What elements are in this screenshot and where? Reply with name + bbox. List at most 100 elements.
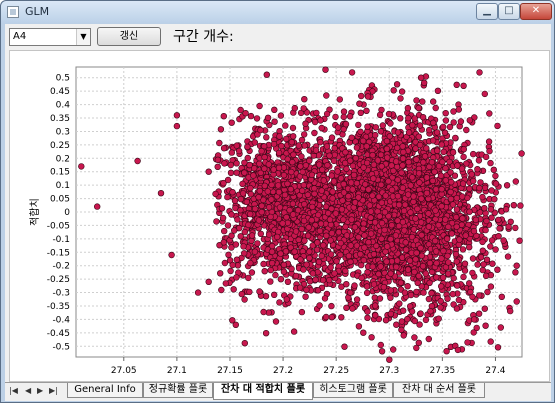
scatter-point bbox=[244, 154, 252, 162]
scatter-point bbox=[279, 220, 286, 227]
scatter-point bbox=[353, 296, 361, 303]
scatter-point bbox=[388, 186, 396, 194]
scatter-point bbox=[422, 270, 429, 277]
first-tab-icon[interactable]: |◀ bbox=[9, 386, 18, 395]
scatter-point bbox=[241, 250, 248, 257]
scatter-point bbox=[386, 356, 393, 363]
scatter-point bbox=[444, 235, 451, 242]
variable-select[interactable]: A4 ▼ bbox=[9, 28, 91, 46]
scatter-point bbox=[361, 244, 368, 251]
refresh-button[interactable]: 갱신 bbox=[97, 27, 161, 46]
scatter-point bbox=[423, 145, 430, 152]
scatter-point bbox=[283, 214, 290, 221]
minimize-button[interactable]: ▁ bbox=[476, 3, 498, 20]
scatter-point bbox=[513, 298, 520, 305]
scatter-point bbox=[237, 233, 244, 240]
scatter-point bbox=[218, 286, 225, 294]
scatter-point bbox=[483, 217, 490, 225]
scatter-point bbox=[216, 139, 223, 147]
scatter-point bbox=[378, 219, 386, 227]
scatter-point bbox=[265, 231, 273, 238]
scatter-point bbox=[218, 205, 226, 212]
scatter-point bbox=[453, 305, 461, 312]
scatter-point bbox=[475, 157, 483, 164]
scatter-point bbox=[323, 143, 331, 150]
last-tab-icon[interactable]: ▶| bbox=[49, 386, 58, 395]
scatter-point bbox=[288, 168, 295, 176]
scatter-point bbox=[303, 261, 310, 268]
scatter-point bbox=[323, 92, 330, 99]
scatter-point bbox=[407, 303, 414, 310]
scatter-point bbox=[429, 137, 437, 144]
scatter-point bbox=[440, 274, 447, 281]
scatter-point bbox=[320, 177, 327, 184]
scatter-point bbox=[359, 137, 367, 145]
scatter-point bbox=[353, 180, 361, 187]
scatter-point bbox=[471, 316, 478, 323]
scatter-point bbox=[349, 305, 356, 312]
scatter-point bbox=[387, 287, 394, 294]
scatter-point bbox=[446, 158, 453, 166]
y-tick-label: -0.35 bbox=[47, 302, 70, 312]
scatter-point bbox=[409, 233, 416, 241]
close-button[interactable]: ✕ bbox=[520, 3, 552, 20]
scatter-point bbox=[364, 314, 371, 321]
scatter-point bbox=[352, 154, 359, 162]
tab-general-info[interactable]: General Info bbox=[67, 383, 143, 398]
scatter-point bbox=[304, 191, 311, 199]
scatter-point bbox=[255, 217, 263, 224]
scatter-point bbox=[277, 276, 285, 283]
scatter-point bbox=[448, 178, 455, 186]
scatter-point bbox=[233, 142, 241, 149]
title-bar[interactable]: GLM ▁ □ ✕ bbox=[1, 1, 554, 23]
scatter-point bbox=[213, 218, 220, 225]
scatter-point bbox=[247, 259, 254, 267]
scatter-point bbox=[417, 310, 424, 317]
scatter-point bbox=[290, 133, 297, 140]
y-tick-label: -0.2 bbox=[52, 262, 70, 272]
scatter-point bbox=[340, 108, 348, 115]
tab-histogram[interactable]: 히스토그램 플롯 bbox=[313, 383, 393, 398]
scatter-point bbox=[220, 144, 228, 152]
scatter-point bbox=[322, 313, 330, 321]
scatter-point bbox=[342, 148, 349, 156]
scatter-point bbox=[291, 104, 298, 112]
scatter-point bbox=[301, 237, 308, 244]
maximize-button[interactable]: □ bbox=[498, 3, 520, 20]
scatter-point bbox=[265, 204, 273, 211]
scatter-point bbox=[494, 122, 501, 130]
scatter-point bbox=[438, 255, 445, 262]
scatter-point bbox=[374, 157, 382, 164]
scatter-point bbox=[233, 274, 240, 281]
scatter-point bbox=[412, 138, 419, 146]
scatter-point bbox=[357, 250, 364, 258]
scatter-point bbox=[375, 270, 382, 278]
scatter-point bbox=[407, 182, 414, 189]
tab-normal-probability[interactable]: 정규확률 플롯 bbox=[143, 383, 213, 398]
scatter-point bbox=[243, 198, 251, 206]
scatter-point bbox=[309, 242, 316, 249]
scatter-point bbox=[363, 289, 371, 297]
scatter-point bbox=[231, 197, 239, 204]
scatter-point bbox=[393, 263, 400, 271]
y-tick-label: 0.1 bbox=[56, 181, 70, 191]
scatter-point bbox=[426, 126, 433, 134]
scatter-point bbox=[455, 106, 462, 113]
x-tick-label: 27.1 bbox=[167, 366, 187, 376]
scatter-point bbox=[450, 119, 457, 126]
scatter-point bbox=[360, 164, 367, 171]
scatter-point bbox=[395, 222, 403, 230]
tab-residual-vs-order[interactable]: 잔차 대 순서 플롯 bbox=[393, 383, 485, 398]
tab-residual-vs-fit[interactable]: 잔차 대 적합치 플롯 bbox=[213, 383, 313, 400]
scatter-point bbox=[498, 293, 505, 301]
scatter-point bbox=[442, 216, 449, 223]
scatter-point bbox=[398, 169, 405, 176]
chevron-down-icon[interactable]: ▼ bbox=[76, 29, 90, 45]
next-tab-icon[interactable]: ▶ bbox=[37, 386, 44, 395]
scatter-point bbox=[337, 251, 344, 259]
scatter-point bbox=[263, 134, 270, 141]
prev-tab-icon[interactable]: ◀ bbox=[25, 386, 32, 395]
scatter-point bbox=[270, 140, 278, 148]
scatter-point bbox=[254, 240, 261, 247]
scatter-point bbox=[315, 258, 323, 266]
